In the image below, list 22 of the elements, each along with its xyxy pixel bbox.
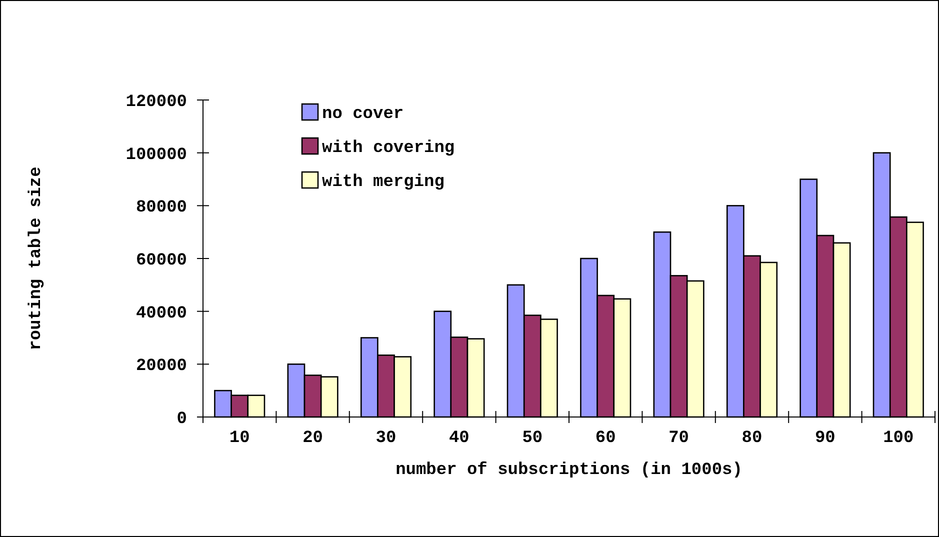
- legend-label: with covering: [322, 138, 455, 158]
- y-tick-label: 20000: [136, 357, 187, 376]
- x-tick-label: 80: [742, 429, 762, 448]
- x-tick-label: 70: [668, 429, 690, 448]
- legend-label: with merging: [322, 172, 444, 192]
- y-tick-label: 60000: [136, 251, 187, 270]
- y-tick-label: 120000: [126, 92, 187, 112]
- y-tick-label: 80000: [136, 198, 187, 218]
- legend-label: no cover: [322, 104, 404, 124]
- x-tick-label: 60: [595, 429, 616, 448]
- x-tick-label: 40: [448, 429, 470, 448]
- x-axis-title: number of subscriptions (in 1000s): [396, 461, 742, 480]
- x-tick-label: 30: [376, 429, 396, 448]
- x-tick-label: 10: [229, 429, 250, 448]
- x-tick-label: 50: [522, 429, 543, 448]
- x-tick-label: 100: [883, 429, 914, 448]
- y-tick-label: 100000: [126, 146, 187, 165]
- y-axis-title: routing table size: [27, 166, 46, 350]
- y-tick-label: 40000: [136, 304, 187, 324]
- y-tick-label: 0: [176, 410, 187, 429]
- x-tick-label: 20: [302, 429, 324, 448]
- x-tick-label: 90: [814, 429, 836, 448]
